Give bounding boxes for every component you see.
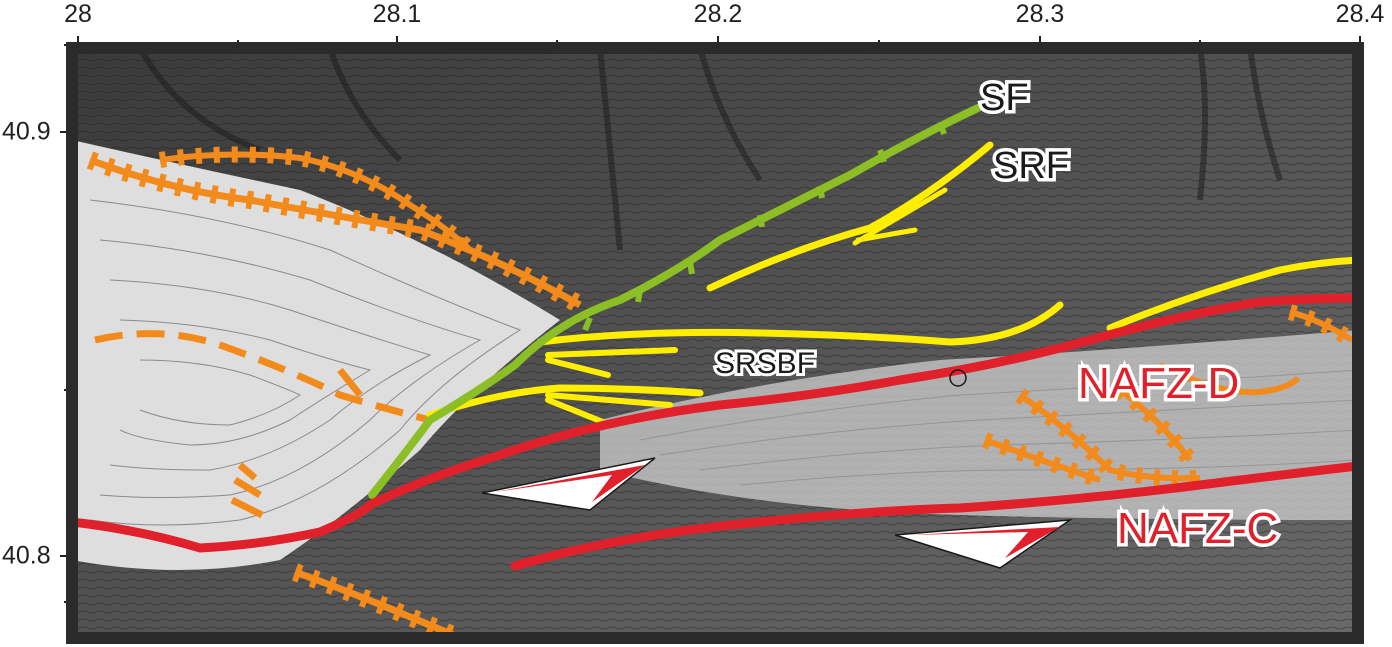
motion-arrow (894, 519, 1073, 569)
motion-arrow (481, 457, 656, 511)
slump-scarps (86, 146, 1357, 638)
srsbf-splay (545, 347, 678, 378)
scarp-line (1158, 362, 1301, 396)
x-tick-label: 28.2 (693, 0, 743, 28)
nafz-d-fault (72, 293, 1358, 553)
nafz-c-fault (510, 461, 1358, 571)
scarp-hachures (982, 432, 1103, 488)
x-tick-label: 28 (64, 0, 92, 28)
nafz-faults (72, 293, 1358, 571)
srsbf-fault (536, 301, 1064, 346)
label-srf: SRF (993, 145, 1069, 187)
label-srsbf: SRSBF (715, 347, 815, 380)
srf-fault (706, 141, 994, 292)
y-tick-label: 40.8 (2, 541, 51, 570)
yellow-faults (426, 141, 1358, 425)
y-tick-label: 40.9 (2, 117, 51, 146)
x-tick-label: 28.1 (372, 0, 422, 28)
srf-splay (852, 187, 948, 246)
nafz-d-parallel-fault (1106, 256, 1358, 332)
x-tick-label: 28.3 (1015, 0, 1065, 28)
map-frame (66, 42, 1364, 644)
arrow-fill (495, 465, 645, 502)
arrow-fill (910, 527, 1060, 558)
scarp-segment (337, 367, 363, 398)
label-nafz-c: NAFZ-C (1117, 504, 1278, 553)
location-marker (949, 369, 967, 387)
scarp-hachures (158, 146, 476, 256)
sf-fault-group (368, 104, 982, 499)
scarp-segment (230, 462, 264, 519)
srsbf-fault (426, 384, 704, 419)
fault-labels: SF SRF SRSBF NAFZ-D NAFZ-C (712, 74, 1282, 557)
x-tick-label: 28.4 (1335, 0, 1385, 28)
scarp-hachures (86, 151, 585, 313)
scarp-dashed (94, 330, 431, 424)
scarp-hachures (1287, 304, 1357, 347)
label-nafz-d: NAFZ-D (1078, 359, 1239, 408)
scarp-line (293, 568, 462, 638)
canyon-ridges (137, 48, 1283, 251)
basin-contours (89, 199, 522, 526)
srsbf-splay (545, 392, 673, 425)
thrust-teeth (582, 121, 947, 332)
label-sf: SF (980, 77, 1029, 119)
sf-fault (368, 104, 982, 499)
scarp-line (1118, 387, 1193, 462)
shelf-plain (600, 330, 1358, 520)
scarp-line (1018, 392, 1201, 482)
